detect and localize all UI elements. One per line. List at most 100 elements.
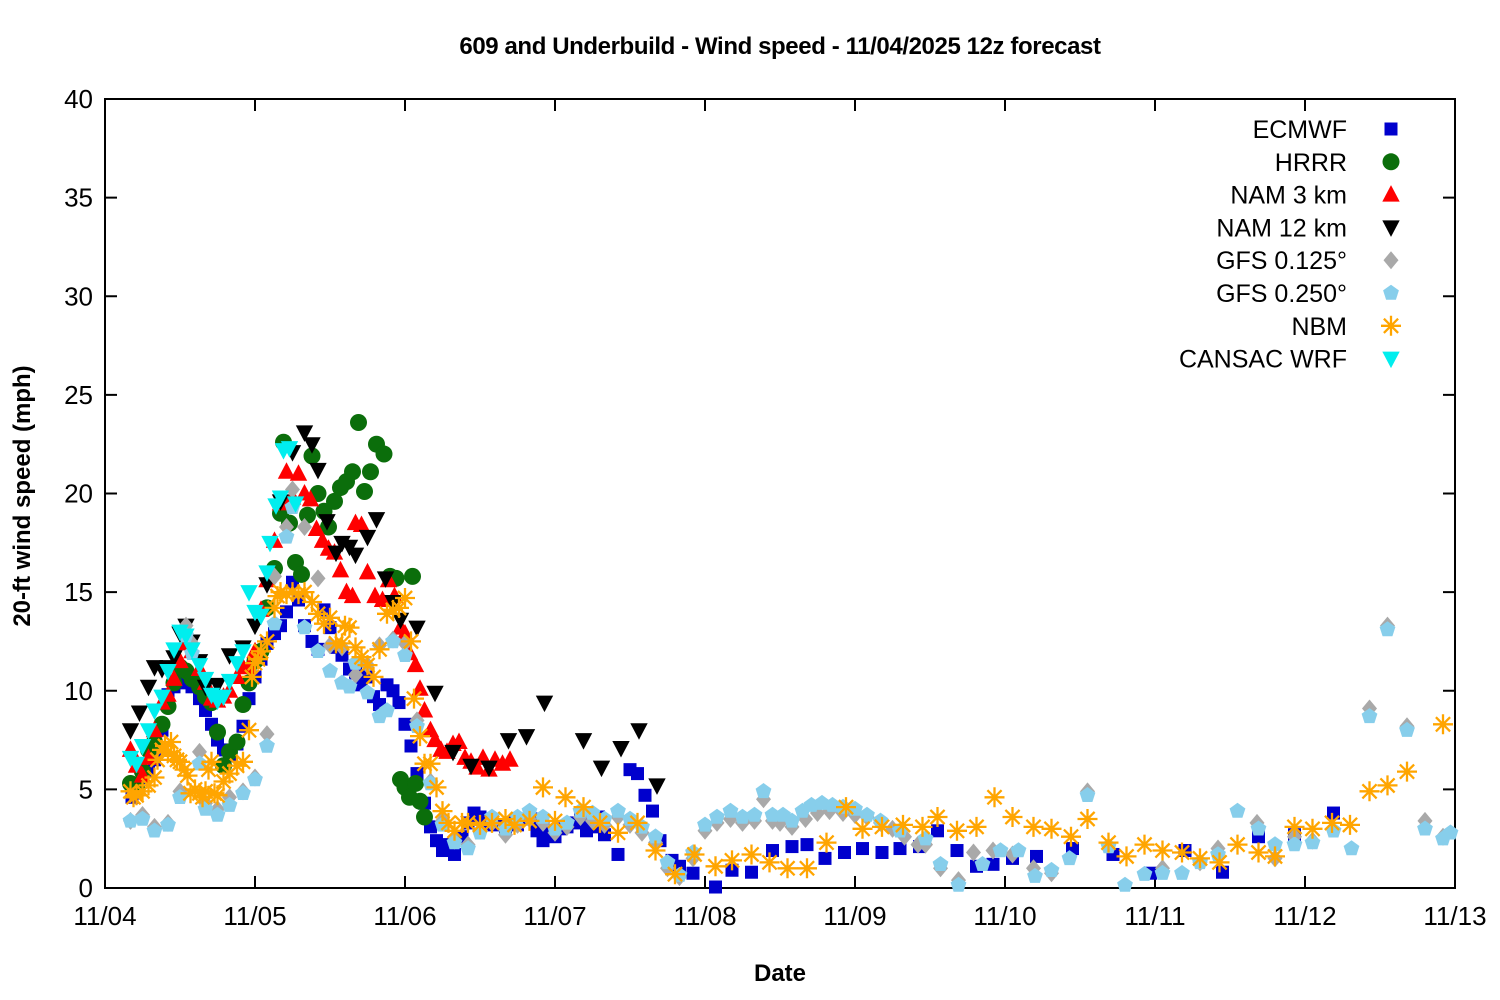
data-point-ecmwf	[611, 847, 625, 861]
x-tick-label: 11/11	[1124, 901, 1185, 931]
data-point-nbm	[684, 844, 705, 865]
data-point-nbm	[219, 763, 240, 784]
data-point-nbm	[759, 852, 780, 873]
data-point-ecmwf	[745, 865, 758, 879]
data-point-ecmwf	[838, 845, 851, 859]
data-point-gfs-0-250-	[397, 646, 413, 662]
data-point-nbm	[144, 767, 165, 788]
data-point-gfs-0-250-	[1286, 836, 1303, 852]
data-point-nbm	[1041, 818, 1062, 839]
data-point-cansac-wrf	[280, 441, 299, 458]
data-point-ecmwf	[686, 866, 700, 880]
data-point-gfs-0-250-	[379, 702, 395, 718]
data-point-gfs-0-250-	[1229, 802, 1246, 818]
data-point-ecmwf	[398, 717, 412, 731]
data-point-cansac-wrf	[228, 656, 246, 673]
legend-marker-nam-3-km	[1382, 185, 1400, 202]
data-point-gfs-0-250-	[974, 856, 991, 871]
data-point-nbm	[201, 751, 222, 772]
data-point-nbm	[1397, 761, 1417, 782]
data-point-nbm	[1359, 781, 1380, 802]
data-point-hrrr	[362, 463, 379, 481]
data-point-gfs-0-250-	[1361, 708, 1378, 724]
data-point-nam-12-km	[318, 514, 336, 531]
data-point-gfs-0-250-	[1174, 864, 1190, 880]
data-point-ecmwf	[392, 696, 406, 710]
data-point-nbm	[1152, 840, 1173, 861]
data-point-nbm	[401, 631, 421, 652]
data-point-gfs-0-250-	[1061, 850, 1078, 866]
data-point-gfs-0-250-	[160, 816, 176, 832]
data-point-hrrr	[416, 808, 433, 826]
data-point-gfs-0-250-	[709, 808, 725, 824]
data-point-gfs-0-250-	[341, 678, 358, 694]
data-point-nam-3-km	[343, 586, 362, 604]
data-point-gfs-0-250-	[1010, 842, 1027, 858]
data-point-nbm	[363, 666, 384, 687]
data-point-cansac-wrf	[159, 664, 177, 681]
data-point-nam-12-km	[535, 695, 554, 713]
legend-marker-nbm	[1381, 315, 1401, 336]
data-point-gfs-0-250-	[697, 816, 713, 832]
data-point-nbm	[320, 607, 340, 628]
data-point-nbm	[1265, 846, 1285, 867]
data-point-ecmwf	[709, 880, 722, 894]
data-point-nam-12-km	[426, 685, 444, 703]
data-point-nam-12-km	[574, 733, 593, 750]
data-point-nbm	[395, 588, 415, 608]
y-tick-label: 35	[64, 183, 93, 213]
data-point-cansac-wrf	[196, 671, 215, 689]
data-point-nbm	[1209, 852, 1230, 873]
data-point-hrrr	[299, 506, 316, 524]
data-point-nbm	[161, 732, 181, 752]
data-point-nbm	[1248, 842, 1269, 863]
data-point-nam-12-km	[499, 733, 518, 750]
x-tick-label: 11/13	[1423, 901, 1486, 931]
data-point-gfs-0-250-	[1250, 820, 1267, 836]
data-point-gfs-0-250-	[209, 806, 226, 822]
data-point-gfs-0-250-	[584, 804, 601, 820]
data-point-cansac-wrf	[139, 723, 158, 740]
data-point-cansac-wrf	[214, 689, 233, 707]
data-point-ecmwf	[430, 834, 443, 848]
data-point-gfs-0-250-	[1154, 864, 1171, 880]
data-point-nbm	[1061, 826, 1081, 847]
data-point-cansac-wrf	[145, 703, 164, 720]
data-point-gfs-0-250-	[322, 662, 338, 678]
data-point-gfs-0-250-	[1417, 820, 1433, 836]
data-point-hrrr	[411, 792, 429, 810]
data-point-nam-3-km	[331, 560, 350, 578]
data-point-nbm	[533, 777, 553, 798]
data-point-gfs-0-250-	[259, 737, 275, 753]
data-point-nam-3-km	[411, 679, 429, 696]
x-tick-label: 11/08	[673, 901, 736, 931]
data-point-gfs-0-250-	[1027, 867, 1043, 883]
data-point-gfs-0-250-	[746, 806, 763, 822]
data-point-gfs-0-125-	[285, 480, 300, 499]
data-point-nbm	[1190, 848, 1210, 869]
data-point-nam-12-km	[130, 705, 149, 722]
data-point-nam-3-km	[396, 624, 414, 641]
x-tick-label: 11/09	[823, 901, 886, 931]
x-tick-label: 11/05	[223, 901, 286, 931]
legend-label-cansac-wrf: CANSAC WRF	[1179, 346, 1347, 374]
data-point-cansac-wrf	[258, 565, 276, 582]
data-point-gfs-0-250-	[385, 633, 401, 649]
data-point-nam-3-km	[358, 562, 377, 580]
data-point-ecmwf	[986, 857, 1000, 871]
data-point-cansac-wrf	[240, 585, 258, 602]
data-point-gfs-0-250-	[296, 619, 313, 635]
data-point-nbm	[984, 787, 1005, 808]
y-tick-label: 40	[64, 84, 93, 114]
data-point-gfs-0-250-	[1304, 834, 1321, 850]
data-point-nam-12-km	[408, 620, 426, 638]
data-point-nbm	[816, 832, 837, 853]
data-point-ecmwf	[785, 840, 799, 854]
data-point-gfs-0-250-	[610, 802, 626, 818]
y-tick-label: 25	[64, 380, 93, 410]
data-point-nbm	[458, 812, 478, 833]
data-point-nbm	[608, 822, 628, 843]
data-point-nbm	[927, 807, 948, 827]
data-point-nbm	[966, 816, 987, 837]
